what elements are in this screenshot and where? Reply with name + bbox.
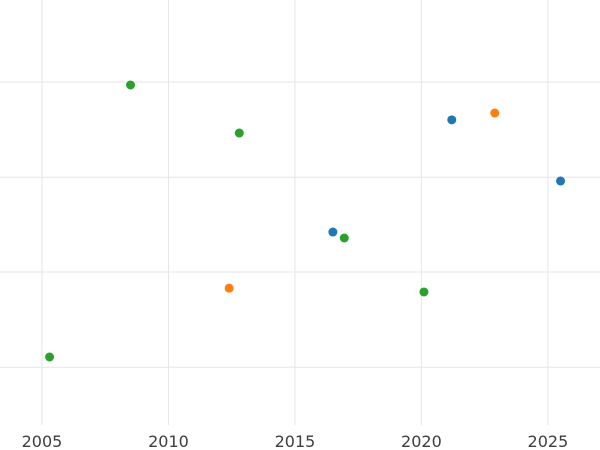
data-point-green — [234, 128, 244, 138]
data-point-blue — [328, 227, 338, 237]
data-point-green — [126, 80, 136, 90]
data-point-blue — [556, 176, 566, 186]
data-point-green — [419, 287, 429, 297]
data-point-green — [339, 233, 349, 243]
x-tick-label: 2005 — [22, 432, 63, 450]
x-tick-label: 2025 — [528, 432, 569, 450]
data-point-green — [45, 352, 55, 362]
x-tick-label: 2015 — [275, 432, 316, 450]
data-point-orange — [490, 108, 500, 118]
x-tick-label: 2010 — [148, 432, 189, 450]
data-point-blue — [447, 115, 457, 125]
x-tick-label: 2020 — [401, 432, 442, 450]
data-point-orange — [224, 283, 234, 293]
